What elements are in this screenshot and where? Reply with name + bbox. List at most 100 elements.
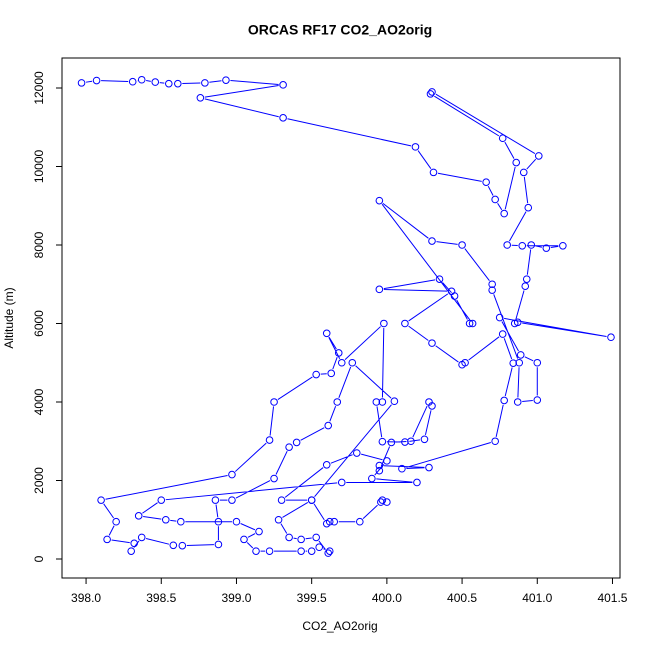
point	[134, 512, 143, 520]
point	[211, 496, 220, 504]
point	[240, 535, 248, 544]
point	[428, 339, 436, 347]
point	[324, 549, 333, 557]
point	[270, 398, 278, 406]
x-tick-label: 398.5	[146, 591, 176, 605]
point	[398, 464, 406, 473]
point	[127, 547, 135, 555]
point	[607, 333, 615, 342]
point	[333, 398, 342, 406]
point	[413, 478, 421, 487]
point	[285, 443, 293, 451]
point	[425, 463, 433, 472]
point	[274, 515, 283, 524]
plot-frame	[61, 57, 621, 579]
point	[196, 94, 205, 102]
point	[383, 498, 391, 506]
point	[130, 539, 138, 548]
point	[407, 437, 415, 446]
point	[270, 474, 278, 483]
point	[426, 90, 435, 98]
point	[411, 143, 420, 151]
point	[519, 168, 528, 177]
point	[232, 517, 241, 526]
x-tick-label: 401.0	[522, 591, 552, 605]
point	[482, 178, 490, 186]
point	[390, 397, 399, 406]
point	[500, 209, 508, 218]
point	[522, 275, 531, 283]
point	[513, 398, 522, 406]
point	[461, 358, 469, 367]
point	[352, 449, 361, 457]
point	[375, 196, 384, 205]
point	[380, 319, 388, 328]
point	[372, 398, 381, 406]
point	[368, 474, 376, 483]
x-tick-label: 401.5	[597, 591, 627, 605]
point	[334, 349, 343, 357]
point	[222, 76, 230, 84]
point	[401, 438, 409, 446]
point	[512, 158, 521, 167]
point	[330, 517, 339, 526]
point	[542, 244, 551, 252]
point	[252, 547, 260, 555]
point	[447, 287, 456, 296]
point	[527, 241, 536, 249]
point	[509, 359, 518, 367]
point	[307, 547, 316, 555]
point	[420, 435, 429, 444]
point	[428, 237, 436, 245]
point	[279, 81, 287, 89]
point	[214, 540, 223, 549]
point	[255, 527, 263, 536]
point	[128, 77, 137, 86]
point	[378, 398, 387, 406]
point	[429, 168, 438, 177]
point	[312, 533, 320, 542]
point	[312, 370, 320, 379]
y-tick-label: 12000	[32, 71, 46, 105]
point	[468, 319, 477, 328]
point	[524, 203, 533, 212]
point	[322, 329, 331, 338]
point	[157, 496, 166, 504]
y-tick-label: 4000	[32, 388, 46, 415]
point	[174, 79, 182, 88]
point	[375, 461, 384, 470]
point	[491, 437, 499, 446]
point	[356, 517, 364, 526]
point	[322, 460, 331, 469]
point	[164, 79, 173, 88]
point	[161, 515, 170, 524]
point	[315, 543, 323, 552]
point	[500, 396, 508, 405]
point	[348, 358, 357, 367]
x-tick-label: 399.0	[221, 591, 251, 605]
point	[375, 285, 384, 294]
point	[214, 517, 223, 526]
y-tick-label: 8000	[32, 231, 46, 258]
point	[488, 286, 496, 294]
point	[435, 275, 444, 283]
point	[169, 541, 178, 550]
point	[297, 535, 305, 544]
point	[534, 152, 543, 160]
point	[325, 517, 334, 526]
point	[495, 313, 504, 322]
point	[177, 517, 185, 526]
point	[387, 438, 396, 447]
y-tick-label: 0	[32, 555, 46, 562]
point	[521, 282, 530, 291]
point	[518, 241, 527, 250]
point	[533, 358, 542, 367]
point	[292, 438, 301, 447]
point	[325, 547, 334, 555]
y-tick-label: 6000	[32, 310, 46, 337]
x-axis-label: CO2_AO2orig	[302, 619, 377, 633]
point	[201, 79, 209, 87]
point	[228, 496, 236, 504]
point	[498, 134, 507, 143]
